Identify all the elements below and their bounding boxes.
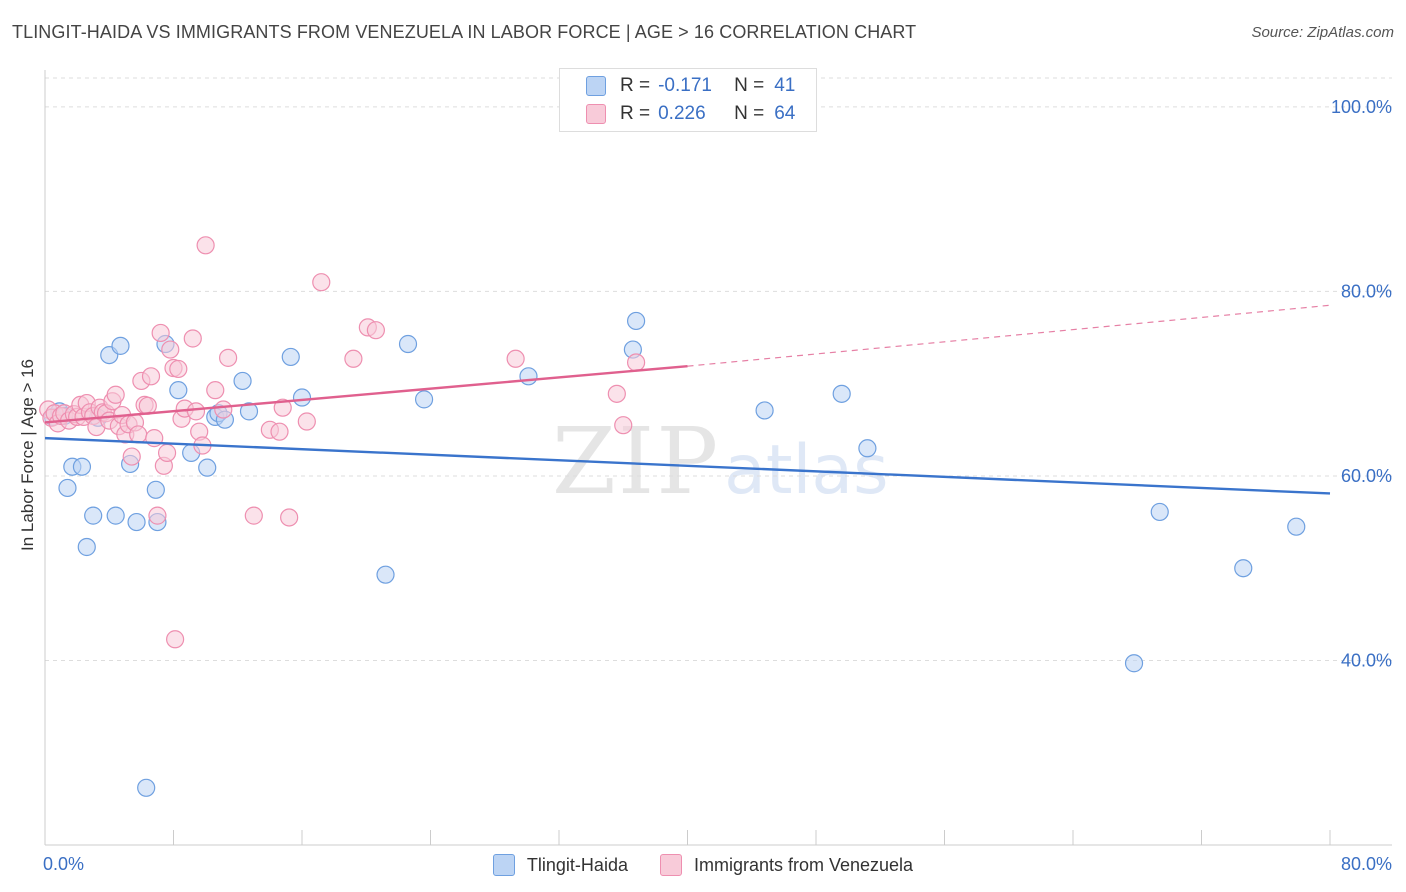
point-venezuela-48 — [206, 381, 225, 400]
point-venezuela-50 — [219, 348, 238, 367]
point-tlingit-31 — [519, 367, 538, 386]
point-venezuela-53 — [270, 422, 289, 441]
point-tlingit-7 — [84, 506, 103, 525]
point-venezuela-44 — [186, 402, 206, 421]
legend-swatch-tlingit — [586, 76, 606, 96]
point-tlingit-37 — [1150, 502, 1169, 522]
point-tlingit-25 — [239, 402, 259, 421]
legend-r-label-1: R = — [620, 75, 651, 96]
point-venezuela-54 — [273, 398, 292, 417]
series-legend: Tlingit-Haida Immigrants from Venezuela — [0, 852, 1406, 878]
point-venezuela-56 — [297, 412, 316, 431]
point-tlingit-36 — [858, 439, 877, 458]
point-venezuela-43 — [183, 329, 202, 348]
point-tlingit-13 — [127, 512, 146, 532]
legend-r-value-2: 0.226 — [658, 103, 706, 124]
point-venezuela-34 — [151, 323, 170, 343]
point-tlingit-30 — [414, 390, 434, 409]
trendline-tlingit — [44, 436, 1331, 495]
point-venezuela-49 — [214, 400, 233, 419]
y-tick-label-3: 40.0% — [1341, 650, 1392, 670]
point-venezuela-64 — [626, 353, 646, 372]
legend-item-venezuela[interactable]: Immigrants from Venezuela — [659, 854, 914, 876]
point-tlingit-15 — [146, 480, 165, 499]
point-tlingit-6 — [77, 537, 96, 557]
point-venezuela-36 — [157, 443, 177, 462]
legend-n-value-1: 41 — [774, 75, 796, 96]
point-venezuela-61 — [506, 349, 525, 368]
point-tlingit-40 — [1287, 517, 1306, 536]
point-tlingit-33 — [626, 311, 646, 331]
legend-swatch-tlingit-bottom — [492, 854, 515, 876]
y-tick-label-0: 100.0% — [1331, 97, 1392, 117]
point-venezuela-47 — [196, 236, 215, 255]
point-venezuela-40 — [169, 359, 188, 379]
point-tlingit-35 — [832, 384, 851, 403]
chart-title: TLINGIT-HAIDA VS IMMIGRANTS FROM VENEZUE… — [12, 22, 917, 42]
x-tick-label-min: 0.0% — [43, 854, 84, 874]
point-tlingit-34 — [755, 401, 774, 420]
point-tlingit-20 — [198, 458, 217, 477]
source-label: Source: ZipAtlas.com — [1251, 24, 1394, 41]
trendline-venezuela-extension — [687, 304, 1331, 367]
legend-row-tlingit: R = -0.171 N = 41 — [586, 73, 795, 99]
legend-swatch-venezuela — [586, 104, 606, 124]
point-tlingit-27 — [292, 388, 312, 407]
point-venezuela-31 — [141, 367, 161, 386]
legend-swatch-venezuela-bottom — [659, 854, 682, 876]
point-tlingit-28 — [376, 565, 395, 584]
point-venezuela-51 — [244, 506, 263, 525]
point-tlingit-24 — [233, 371, 252, 391]
point-venezuela-37 — [161, 340, 180, 359]
point-venezuela-25 — [122, 447, 141, 466]
x-tick-label-max: 80.0% — [1341, 854, 1392, 874]
y-tick-label-2: 60.0% — [1341, 466, 1392, 486]
legend-item-tlingit[interactable]: Tlingit-Haida — [492, 854, 628, 876]
point-tlingit-10 — [106, 506, 125, 525]
trendline-venezuela — [44, 364, 688, 424]
point-tlingit-5 — [72, 457, 92, 476]
point-venezuela-55 — [280, 508, 299, 527]
point-tlingit-14 — [137, 778, 156, 797]
legend-r-label-2: R = — [620, 103, 651, 124]
y-tick-label-1: 80.0% — [1341, 281, 1392, 301]
point-tlingit-39 — [1234, 559, 1253, 578]
point-venezuela-33 — [148, 506, 167, 525]
point-tlingit-18 — [169, 381, 188, 400]
point-venezuela-39 — [166, 630, 185, 649]
point-venezuela-27 — [129, 425, 148, 444]
legend-label-tlingit: Tlingit-Haida — [526, 854, 628, 875]
point-tlingit-11 — [111, 336, 130, 355]
legend-r-value-1: -0.171 — [658, 75, 712, 96]
point-venezuela-57 — [312, 273, 331, 292]
point-venezuela-62 — [607, 384, 626, 403]
legend-row-venezuela: R = 0.226 N = 64 — [586, 101, 795, 127]
point-venezuela-20 — [106, 385, 125, 404]
point-tlingit-38 — [1124, 654, 1144, 673]
point-venezuela-58 — [344, 349, 363, 368]
point-venezuela-63 — [614, 416, 633, 435]
legend-n-label-2: N = — [734, 103, 765, 124]
point-tlingit-26 — [281, 347, 300, 367]
point-tlingit-29 — [398, 334, 418, 354]
legend-n-label-1: N = — [734, 75, 765, 96]
legend-label-venezuela: Immigrants from Venezuela — [693, 854, 914, 875]
correlation-legend: R = -0.171 N = 41 R = 0.226 N = 64 — [559, 68, 817, 132]
point-venezuela-60 — [366, 321, 385, 340]
point-tlingit-3 — [58, 478, 77, 498]
legend-n-value-2: 64 — [774, 103, 796, 124]
